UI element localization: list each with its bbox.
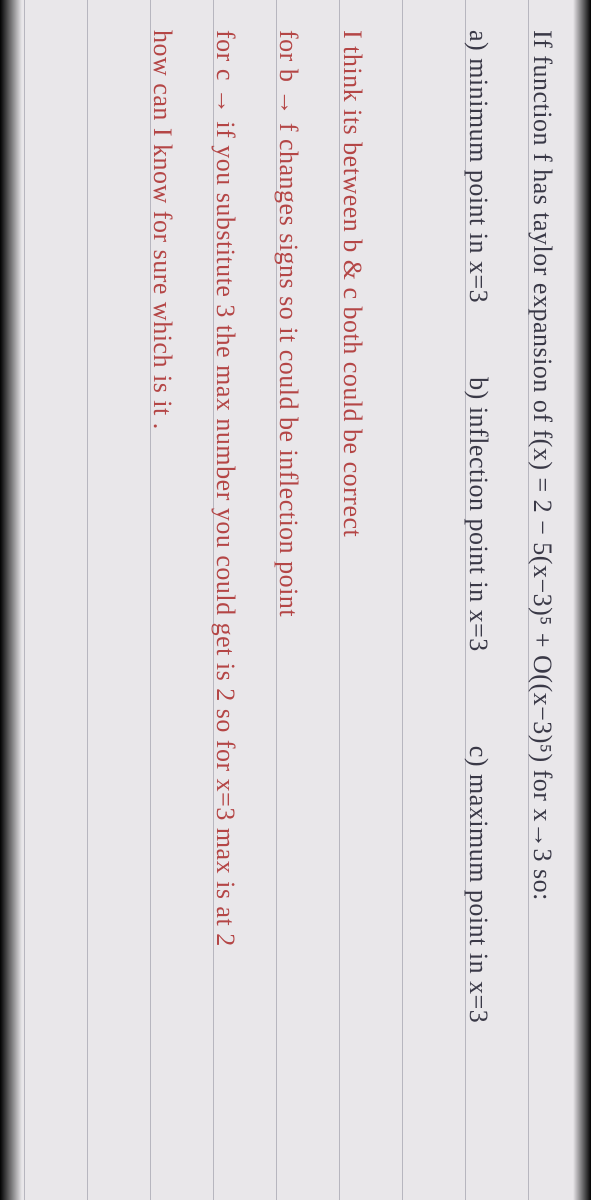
problem-statement: If function f has taylor expansion of f(… [529,30,555,1180]
reasoning-line-2: for b → f changes signs so it could be i… [275,30,301,1180]
option-c: c) maximum point in x=3 [464,746,493,1023]
reasoning-line-4: how can I know for sure which is it . [149,30,175,1180]
reasoning-line-3: for c → if you substitute 3 the max numb… [212,30,238,1180]
lined-paper: If function f has taylor expansion of f(… [0,0,591,1200]
option-a: a) minimum point in x=3 [464,30,493,303]
option-b: b) inflection point in x=3 [464,377,493,652]
reasoning-line-1: I think its between b & c both could be … [339,30,365,1180]
rotated-page: If function f has taylor expansion of f(… [0,0,591,1200]
options-row: a) minimum point in x=3 b) inflection po… [465,30,491,1180]
